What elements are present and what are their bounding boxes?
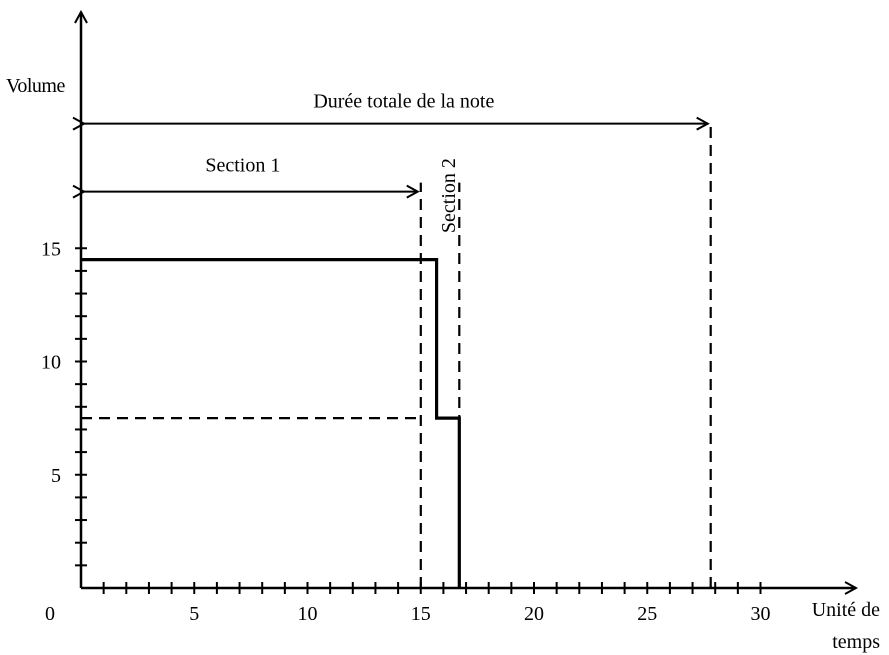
- x-axis-label-line-2: temps: [832, 631, 880, 653]
- x-tick-label: 5: [189, 603, 199, 625]
- reference-lines: [81, 123, 712, 588]
- x-axis-label: Unité de: [812, 599, 880, 621]
- x-tick-label: 20: [524, 603, 544, 625]
- section-2-label: Section 2: [438, 158, 460, 233]
- y-tick-label: 5: [51, 465, 61, 487]
- total-duration-label: Durée totale de la note: [313, 91, 494, 113]
- series-group: [81, 258, 461, 588]
- annotations: Durée totale de la note Section 1 Section …: [84, 91, 708, 233]
- y-axis-label: Volume: [6, 75, 65, 97]
- axes: [81, 12, 856, 588]
- y-tick-label: 10: [41, 352, 61, 374]
- x-tick-label: 15: [411, 603, 431, 625]
- volume-envelope-line: [81, 258, 461, 588]
- x-tick-label: 25: [637, 603, 657, 625]
- section-1-label: Section 1: [205, 155, 280, 177]
- y-tick-label: 15: [41, 238, 61, 260]
- x-tick-label: 30: [751, 603, 771, 625]
- x-tick-label: 10: [298, 603, 318, 625]
- x-tick-label: 0: [45, 603, 55, 625]
- axis-ticks: [75, 247, 762, 594]
- tick-labels: 0 5 10 15 20 25 30 5 10 15: [41, 238, 771, 625]
